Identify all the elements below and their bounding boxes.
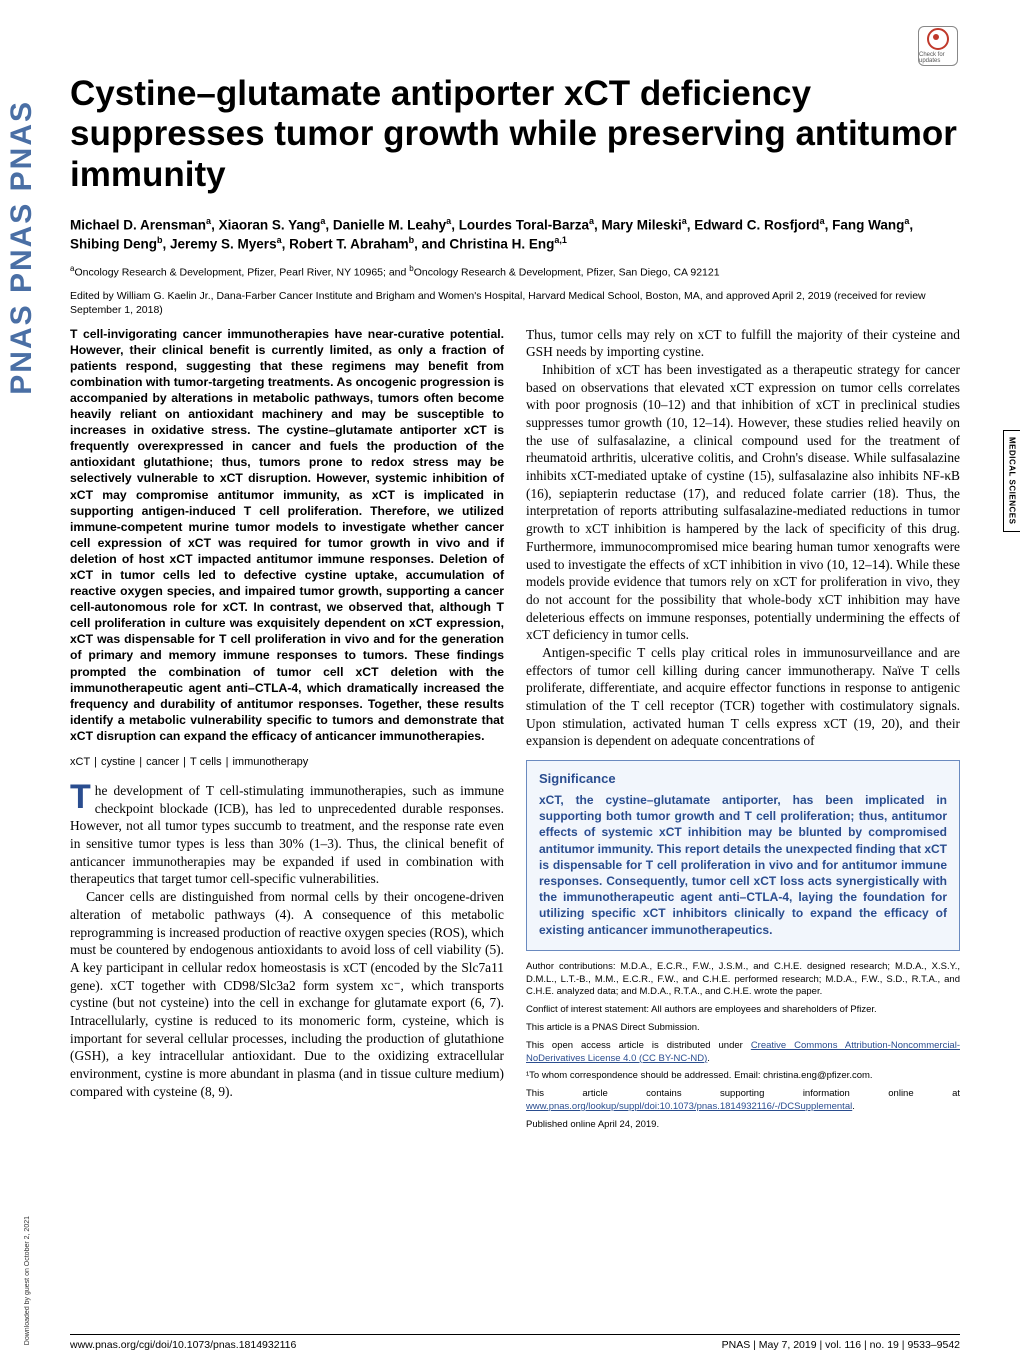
right-body-p1: Thus, tumor cells may rely on xCT to ful… [526,326,960,361]
author-list: Michael D. Arensmana, Xiaoran S. Yanga, … [70,215,960,254]
right-column: Thus, tumor cells may rely on xCT to ful… [526,326,960,1137]
check-for-updates-badge[interactable]: Check for updates [918,26,958,66]
section-tab-label: MEDICAL SCIENCES [1008,437,1017,524]
note-license-suffix: . [707,1053,710,1064]
keywords-line: xCT|cystine|cancer|T cells|immunotherapy [70,756,504,768]
affiliations: aOncology Research & Development, Pfizer… [70,264,960,280]
note-direct-submission: This article is a PNAS Direct Submission… [526,1022,960,1035]
section-tab: MEDICAL SCIENCES [1003,430,1020,532]
right-body-p2: Inhibition of xCT has been investigated … [526,361,960,644]
journal-strip: PNAS PNAS PNAS [8,100,36,1000]
significance-box: Significance xCT, the cystine–glutamate … [526,760,960,951]
significance-heading: Significance [539,771,947,786]
article-notes: Author contributions: M.D.A., E.C.R., F.… [526,961,960,1132]
abstract: T cell-invigorating cancer immunotherapi… [70,326,504,744]
download-note: Downloaded by guest on October 2, 2021 [24,1216,31,1345]
right-body-p3: Antigen-specific T cells play critical r… [526,644,960,750]
note-correspondence: ¹To whom correspondence should be addres… [526,1070,960,1083]
left-body-p2: Cancer cells are distinguished from norm… [70,888,504,1100]
significance-body: xCT, the cystine–glutamate antiporter, h… [539,792,947,938]
note-license: This open access article is distributed … [526,1040,960,1066]
journal-strip-text: PNAS PNAS PNAS [8,100,36,395]
note-published: Published online April 24, 2019. [526,1119,960,1132]
left-column: T cell-invigorating cancer immunotherapi… [70,326,504,1137]
right-body: Thus, tumor cells may rely on xCT to ful… [526,326,960,751]
left-body: The development of T cell-stimulating im… [70,782,504,1100]
article-title: Cystine–glutamate antiporter xCT deficie… [70,74,960,195]
footer-citation: PNAS | May 7, 2019 | vol. 116 | no. 19 |… [722,1339,960,1351]
edited-by: Edited by William G. Kaelin Jr., Dana-Fa… [70,290,960,317]
page-content: Cystine–glutamate antiporter xCT deficie… [70,74,960,1327]
note-supporting-info: This article contains supporting informa… [526,1088,960,1114]
check-updates-label: Check for updates [919,52,957,64]
two-column-body: T cell-invigorating cancer immunotherapi… [70,326,960,1137]
crossmark-icon [927,28,949,50]
footer-doi-link[interactable]: www.pnas.org/cgi/doi/10.1073/pnas.181493… [70,1339,296,1351]
note-si-prefix: This article contains supporting informa… [526,1088,960,1099]
note-si-suffix: . [852,1101,855,1112]
note-author-contrib: Author contributions: M.D.A., E.C.R., F.… [526,961,960,999]
note-license-prefix: This open access article is distributed … [526,1040,751,1051]
note-coi: Conflict of interest statement: All auth… [526,1004,960,1017]
supporting-info-link[interactable]: www.pnas.org/lookup/suppl/doi:10.1073/pn… [526,1101,852,1112]
page-footer: www.pnas.org/cgi/doi/10.1073/pnas.181493… [70,1334,960,1351]
left-body-p1: The development of T cell-stimulating im… [70,782,504,888]
